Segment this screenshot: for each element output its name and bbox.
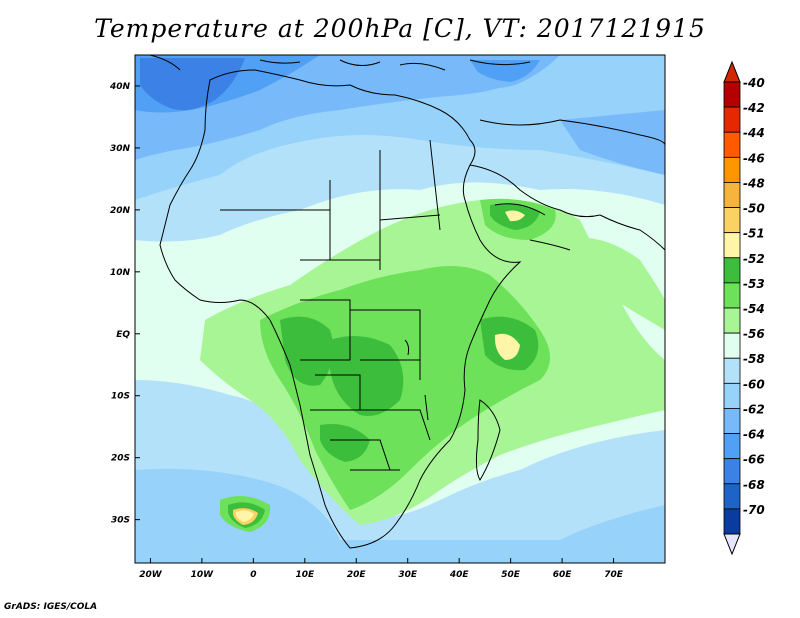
colorbar-swatch xyxy=(723,282,741,309)
lon-tick-label: 70E xyxy=(604,570,624,580)
lat-tick-label: 20S xyxy=(111,454,130,464)
lat-tick-label: 10N xyxy=(110,268,131,278)
lat-tick-label: EQ xyxy=(116,330,130,340)
lon-tick-label: 10W xyxy=(191,570,215,580)
colorbar-swatch xyxy=(723,131,741,158)
colorbar-label: -53 xyxy=(743,277,765,291)
colorbar-label: -52 xyxy=(743,252,765,266)
colorbar-label: -40 xyxy=(743,76,765,90)
colorbar-swatch xyxy=(723,433,741,460)
colorbar-label: -46 xyxy=(743,151,765,165)
colorbar-label: -48 xyxy=(743,176,765,190)
colorbar-swatch xyxy=(723,81,741,108)
colorbar-label: -62 xyxy=(743,402,765,416)
colorbar-label: -60 xyxy=(743,377,765,391)
colorbar-swatch xyxy=(723,207,741,234)
lat-tick-label: 40N xyxy=(109,82,131,92)
colorbar-swatch xyxy=(723,182,741,208)
colorbar-swatch xyxy=(723,508,741,535)
colorbar-label: -58 xyxy=(743,352,765,366)
longitude-axis: 20W 10W 0 10E 20E 30E 40E 50E 60E 70E xyxy=(139,558,624,580)
colorbar-label: -68 xyxy=(743,478,765,492)
colorbar-label: -64 xyxy=(743,428,765,442)
colorbar-swatch xyxy=(723,408,741,434)
colorbar-label: -56 xyxy=(743,327,765,341)
temperature-field xyxy=(135,55,665,563)
colorbar-label: -51 xyxy=(743,227,765,241)
lon-tick-label: 10E xyxy=(295,570,315,580)
colorbar-lower-arrow xyxy=(723,533,741,556)
colorbar-upper-arrow xyxy=(723,60,741,83)
colorbar-label: -42 xyxy=(743,101,765,115)
lat-tick-label: 20N xyxy=(110,206,131,216)
colorbar-label: -66 xyxy=(743,453,765,467)
lon-tick-label: 60E xyxy=(553,570,573,580)
colorbar-swatch xyxy=(723,156,741,183)
colorbar-swatch xyxy=(723,257,741,284)
colorbar-label: -70 xyxy=(743,503,765,517)
latitude-axis: 40N 30N 20N 10N EQ 10S 20S 30S xyxy=(109,82,140,526)
lon-tick-label: 30E xyxy=(398,570,418,580)
colorbar-swatch xyxy=(723,458,741,485)
colorbar-swatch xyxy=(723,232,741,259)
lon-tick-label: 20W xyxy=(139,570,163,580)
colorbar-label: -44 xyxy=(743,126,765,140)
lat-tick-label: 30S xyxy=(111,516,130,526)
colorbar-swatch xyxy=(723,382,741,409)
colorbar-swatch xyxy=(723,106,741,133)
lon-tick-label: 50E xyxy=(501,570,521,580)
colorbar-label: -54 xyxy=(743,302,765,316)
colorbar-swatch xyxy=(723,307,741,334)
lat-tick-label: 10S xyxy=(111,392,130,402)
coastlines xyxy=(149,55,665,549)
lat-tick-label: 30N xyxy=(110,144,131,154)
colorbar-legend: -40 -42 -44 -46 -48 -50 -51 -52 -53 -54 -56 -58 -60 -… xyxy=(723,60,765,556)
lon-tick-label: 20E xyxy=(347,570,367,580)
colorbar-label: -50 xyxy=(743,202,765,216)
colorbar-swatch xyxy=(723,483,741,510)
map-frame xyxy=(134,54,666,564)
lon-tick-label: 40E xyxy=(449,570,470,580)
colorbar-swatch xyxy=(723,357,741,384)
map-title: Temperature at 200hPa [C], VT: 201712191… xyxy=(94,14,706,43)
grads-credit: GrADS: IGES/COLA xyxy=(4,602,98,612)
colorbar-swatch xyxy=(723,332,741,359)
lon-tick-label: 0 xyxy=(250,570,256,580)
